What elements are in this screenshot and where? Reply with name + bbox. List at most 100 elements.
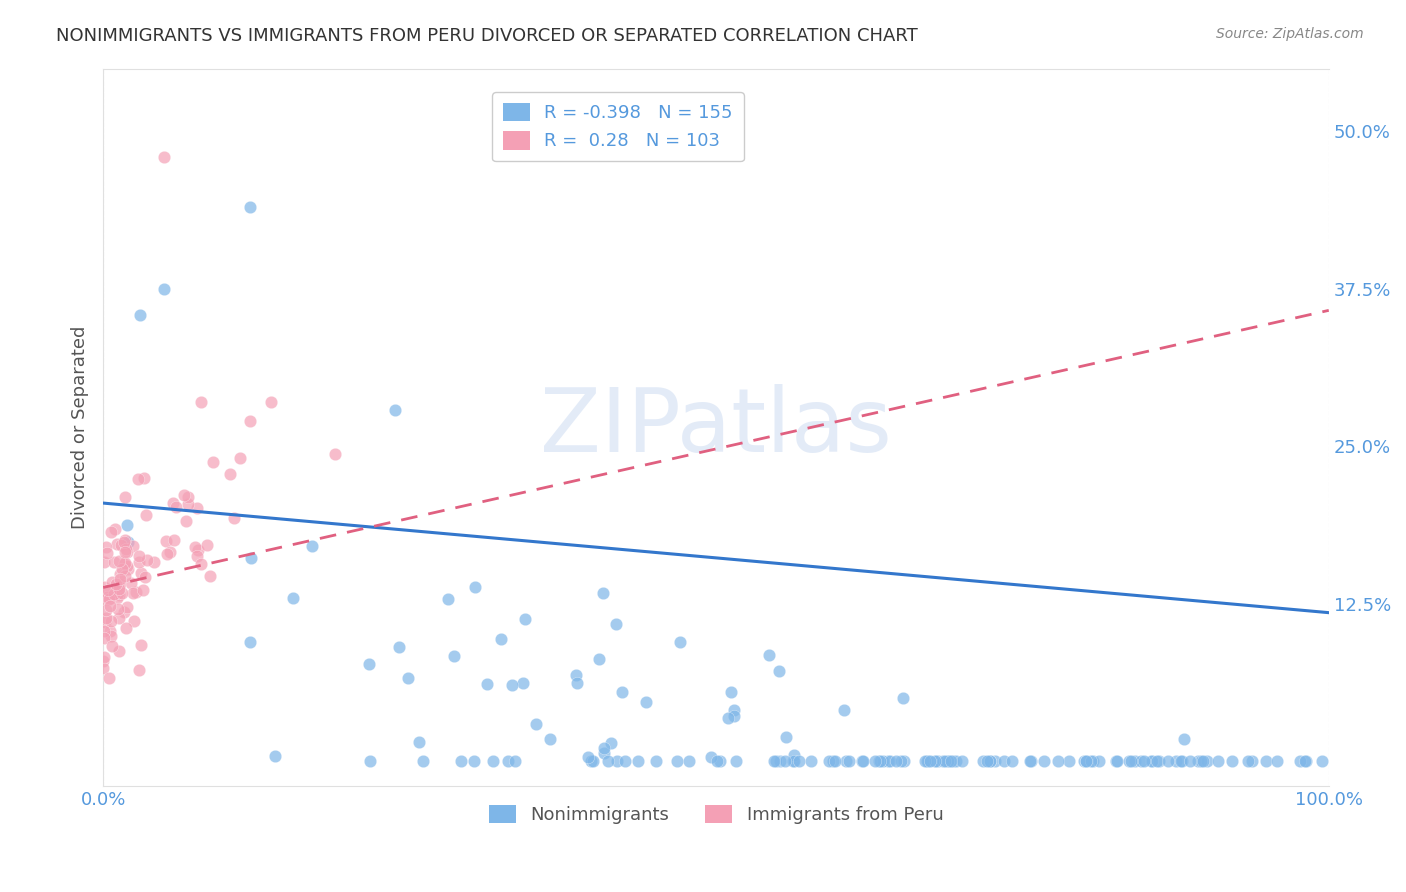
Y-axis label: Divorced or Separated: Divorced or Separated — [72, 326, 89, 529]
Point — [927, 754, 949, 768]
Point — [195, 538, 218, 552]
Point — [108, 644, 131, 658]
Point — [1118, 754, 1140, 768]
Point — [924, 754, 946, 768]
Point — [201, 455, 224, 469]
Point — [917, 754, 939, 768]
Point — [941, 754, 963, 768]
Point — [450, 754, 472, 768]
Point — [111, 561, 134, 575]
Point — [100, 589, 122, 603]
Point — [117, 534, 139, 549]
Point — [1187, 754, 1209, 768]
Point — [98, 599, 121, 613]
Point — [884, 754, 907, 768]
Point — [184, 540, 207, 554]
Point — [135, 553, 157, 567]
Point — [614, 754, 637, 768]
Point — [869, 754, 891, 768]
Point — [1237, 754, 1260, 768]
Point — [96, 591, 118, 605]
Point — [1019, 754, 1042, 768]
Point — [357, 657, 380, 672]
Point — [91, 661, 114, 675]
Text: NONIMMIGRANTS VS IMMIGRANTS FROM PERU DIVORCED OR SEPARATED CORRELATION CHART: NONIMMIGRANTS VS IMMIGRANTS FROM PERU DI… — [56, 27, 918, 45]
Point — [1146, 754, 1168, 768]
Point — [112, 557, 135, 571]
Point — [1123, 754, 1146, 768]
Point — [110, 576, 132, 591]
Point — [114, 556, 136, 570]
Point — [100, 524, 122, 539]
Point — [914, 754, 936, 768]
Point — [877, 754, 900, 768]
Point — [159, 545, 181, 559]
Point — [114, 605, 136, 619]
Point — [993, 754, 1015, 768]
Point — [1140, 754, 1163, 768]
Point — [1121, 754, 1143, 768]
Point — [463, 754, 485, 768]
Point — [94, 540, 117, 554]
Point — [110, 538, 132, 552]
Point — [129, 566, 152, 581]
Point — [107, 554, 129, 568]
Point — [93, 581, 115, 595]
Point — [872, 754, 894, 768]
Point — [132, 471, 155, 485]
Point — [1107, 754, 1129, 768]
Point — [96, 603, 118, 617]
Point — [94, 591, 117, 606]
Point — [610, 685, 633, 699]
Point — [634, 695, 657, 709]
Point — [104, 522, 127, 536]
Point — [891, 691, 914, 706]
Point — [103, 555, 125, 569]
Point — [107, 585, 129, 599]
Point — [498, 754, 520, 768]
Point — [124, 585, 146, 599]
Point — [513, 612, 536, 626]
Point — [128, 549, 150, 563]
Point — [1197, 754, 1219, 768]
Point — [1133, 754, 1156, 768]
Point — [1240, 754, 1263, 768]
Point — [765, 754, 787, 768]
Point — [96, 546, 118, 560]
Legend: Nonimmigrants, Immigrants from Peru: Nonimmigrants, Immigrants from Peru — [478, 794, 955, 835]
Point — [593, 740, 616, 755]
Point — [879, 754, 901, 768]
Point — [93, 615, 115, 629]
Text: ZIPatlas: ZIPatlas — [540, 384, 891, 471]
Point — [97, 591, 120, 606]
Point — [1170, 754, 1192, 768]
Point — [114, 533, 136, 548]
Point — [950, 754, 973, 768]
Point — [115, 518, 138, 533]
Point — [1166, 754, 1188, 768]
Point — [821, 754, 844, 768]
Point — [1191, 754, 1213, 768]
Point — [565, 668, 588, 682]
Point — [979, 754, 1001, 768]
Point — [762, 754, 785, 768]
Point — [127, 472, 149, 486]
Point — [1220, 754, 1243, 768]
Point — [979, 754, 1001, 768]
Point — [773, 754, 796, 768]
Point — [115, 621, 138, 635]
Point — [678, 754, 700, 768]
Point — [578, 750, 600, 764]
Point — [725, 754, 748, 768]
Point — [1074, 754, 1097, 768]
Point — [121, 540, 143, 554]
Point — [128, 663, 150, 677]
Point — [592, 746, 614, 760]
Point — [105, 577, 128, 591]
Point — [198, 568, 221, 582]
Point — [700, 750, 723, 764]
Point — [105, 591, 128, 605]
Point — [134, 570, 156, 584]
Point — [783, 754, 806, 768]
Point — [1206, 754, 1229, 768]
